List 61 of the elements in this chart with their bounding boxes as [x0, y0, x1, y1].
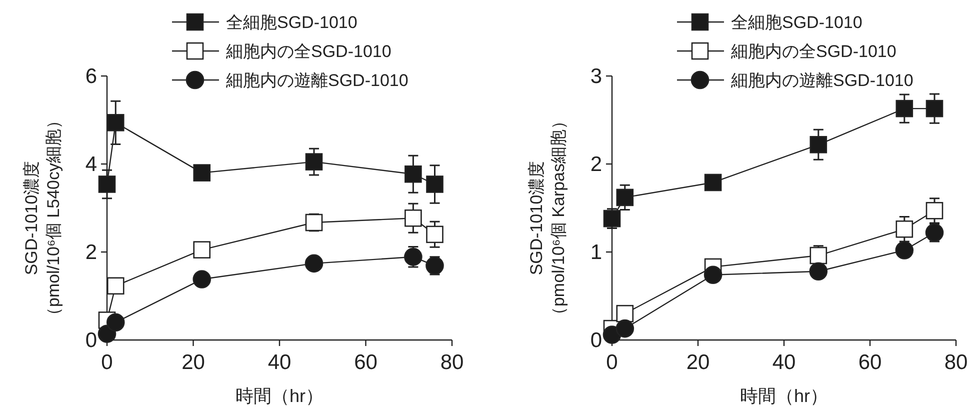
legend-label: 全細胞SGD-1010: [731, 13, 862, 32]
point: [404, 165, 422, 183]
point: [616, 188, 634, 206]
legend-label: 全細胞SGD-1010: [226, 13, 358, 32]
x-tick-label: 40: [268, 351, 292, 374]
point: [895, 241, 914, 260]
y-tick-label: 2: [85, 241, 97, 264]
legend-label: 細胞内の遊離SGD-1010: [225, 71, 408, 90]
point: [106, 114, 124, 132]
point: [404, 209, 422, 227]
point: [193, 241, 211, 258]
text: （pmol/10⁶個 Karpas細胞）: [549, 112, 568, 324]
text: （pmol/10⁶個 L540cy細胞）: [44, 112, 63, 324]
point: [926, 202, 944, 220]
point: [304, 254, 324, 273]
x-tick-label: 0: [101, 351, 113, 374]
point: [809, 262, 828, 281]
point: [896, 100, 914, 118]
point: [896, 220, 914, 238]
point: [404, 248, 422, 266]
point: [106, 313, 125, 332]
x-tick-label: 60: [858, 351, 882, 374]
point: [426, 226, 444, 244]
point: [426, 176, 444, 193]
point: [616, 319, 634, 338]
legend-label: 細胞内の遊離SGD-1010: [730, 71, 914, 90]
point: [704, 266, 722, 284]
point: [305, 153, 323, 170]
point: [603, 210, 621, 228]
x-axis-title: 時間（hr）: [740, 386, 828, 406]
y-tick-label: 4: [85, 153, 98, 176]
x-axis-title: 時間（hr）: [235, 386, 324, 406]
y-tick-label: 6: [85, 65, 97, 88]
y-tick-label: 0: [85, 329, 97, 352]
x-tick-label: 40: [772, 351, 796, 374]
y-tick-label: 3: [590, 65, 602, 88]
point: [106, 277, 124, 295]
legend-label: 細胞内の全SGD-1010: [225, 42, 392, 61]
point: [925, 223, 944, 242]
point: [98, 324, 116, 343]
point: [193, 164, 211, 182]
y-tick-label: 1: [590, 241, 602, 264]
y-tick-label: 0: [590, 329, 602, 352]
point: [926, 100, 944, 118]
point: [192, 270, 212, 288]
point: [305, 214, 323, 232]
x-tick-label: 80: [440, 351, 464, 374]
point: [810, 246, 828, 264]
x-tick-label: 80: [944, 351, 968, 374]
text: SGD-1010濃度: [527, 160, 546, 276]
x-tick-label: 60: [354, 351, 378, 374]
point: [426, 256, 444, 275]
point: [810, 136, 828, 154]
text: SGD-1010濃度: [22, 160, 41, 276]
x-tick-label: 0: [606, 351, 618, 374]
x-tick-label: 20: [686, 351, 710, 374]
y-tick-label: 2: [590, 153, 602, 176]
x-tick-label: 20: [182, 351, 205, 374]
point: [616, 304, 634, 322]
point: [704, 174, 722, 192]
legend-label: 細胞内の全SGD-1010: [730, 42, 896, 61]
